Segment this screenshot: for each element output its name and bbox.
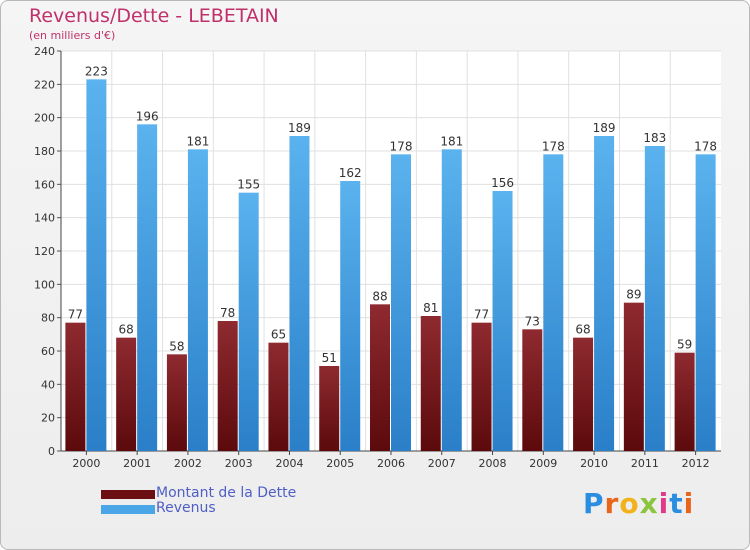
x-tick-label: 2009: [529, 457, 557, 470]
data-label: 89: [626, 288, 641, 302]
x-tick-label: 2012: [682, 457, 710, 470]
x-tick-label: 2002: [174, 457, 202, 470]
logo-letter: o: [619, 487, 640, 520]
bar-dette: [420, 316, 441, 451]
bar-dette: [471, 322, 492, 451]
bar-dette: [217, 321, 238, 451]
bar-revenus: [187, 149, 208, 452]
data-label: 181: [186, 134, 209, 148]
bar-dette: [319, 366, 340, 451]
y-tick-label: 180: [34, 145, 55, 158]
y-tick-label: 140: [34, 212, 55, 225]
data-label: 51: [322, 351, 337, 365]
y-tick-label: 20: [41, 412, 55, 425]
legend-label-revenus: Revenus: [156, 500, 216, 516]
y-tick-label: 160: [34, 178, 55, 191]
logo-letter: i: [683, 487, 695, 520]
data-label: 65: [271, 328, 286, 342]
data-label: 178: [542, 139, 565, 153]
bar-revenus: [340, 181, 361, 451]
data-label: 183: [643, 131, 666, 145]
y-tick-label: 100: [34, 278, 55, 291]
bar-dette: [674, 352, 695, 451]
data-label: 81: [423, 301, 438, 315]
data-label: 178: [694, 139, 717, 153]
x-tick-label: 2008: [479, 457, 507, 470]
y-tick-label: 80: [41, 312, 55, 325]
bar-dette: [370, 304, 390, 451]
legend-swatch-dette: [101, 490, 155, 499]
data-label: 88: [372, 289, 387, 303]
legend-label-dette: Montant de la Dette: [156, 485, 297, 501]
x-tick-label: 2001: [123, 457, 151, 470]
x-tick-label: 2011: [631, 457, 659, 470]
y-tick-label: 220: [34, 78, 55, 91]
chart-subtitle: (en milliers d'€): [29, 29, 116, 42]
data-label: 223: [85, 64, 108, 78]
data-label: 77: [474, 308, 489, 322]
bar-revenus: [492, 191, 513, 451]
bar-dette: [573, 337, 594, 451]
y-tick-label: 40: [41, 378, 55, 391]
data-label: 156: [491, 176, 514, 190]
bar-revenus: [695, 154, 716, 452]
bar-dette: [166, 354, 187, 451]
x-tick-label: 2010: [580, 457, 608, 470]
bar-revenus: [86, 79, 107, 451]
bar-revenus: [441, 149, 462, 452]
bar-dette: [623, 302, 644, 451]
y-tick-label: 120: [34, 245, 55, 258]
bar-dette: [116, 337, 137, 451]
y-tick-label: 200: [34, 112, 55, 125]
y-tick-label: 60: [41, 345, 55, 358]
y-tick-label: 240: [34, 45, 55, 58]
logo-letter: P: [583, 487, 605, 520]
data-label: 178: [390, 139, 413, 153]
x-tick-label: 2006: [377, 457, 405, 470]
data-label: 155: [237, 178, 260, 192]
bar-dette: [522, 329, 543, 451]
bar-dette: [268, 342, 289, 451]
data-label: 73: [525, 314, 540, 328]
logo-letter: x: [639, 487, 659, 520]
y-tick-label: 0: [48, 445, 55, 458]
bar-revenus: [644, 146, 665, 451]
x-tick-label: 2007: [428, 457, 456, 470]
data-label: 59: [677, 338, 692, 352]
bar-revenus: [391, 154, 411, 452]
data-label: 196: [136, 109, 159, 123]
data-label: 189: [288, 121, 311, 135]
data-label: 78: [220, 306, 235, 320]
legend-swatch-revenus: [101, 505, 155, 514]
logo-letter: t: [669, 487, 684, 520]
proxiti-logo: Proxiti: [583, 487, 694, 520]
data-label: 68: [575, 323, 590, 337]
logo-letter: r: [604, 487, 620, 520]
bar-revenus: [594, 136, 615, 451]
bar-revenus: [543, 154, 564, 452]
bar-revenus: [289, 136, 310, 451]
x-tick-label: 2005: [326, 457, 354, 470]
bar-dette: [65, 322, 86, 451]
bar-revenus: [238, 192, 259, 451]
data-label: 162: [339, 166, 362, 180]
data-label: 58: [169, 339, 184, 353]
logo-letter: i: [658, 487, 670, 520]
data-label: 68: [119, 323, 134, 337]
x-tick-label: 2000: [72, 457, 100, 470]
chart-title: Revenus/Dette - LEBETAIN: [29, 5, 279, 27]
data-label: 77: [68, 308, 83, 322]
bar-revenus: [137, 124, 158, 451]
data-label: 189: [593, 121, 616, 135]
x-tick-label: 2003: [225, 457, 253, 470]
x-tick-label: 2004: [275, 457, 303, 470]
data-label: 181: [440, 134, 463, 148]
